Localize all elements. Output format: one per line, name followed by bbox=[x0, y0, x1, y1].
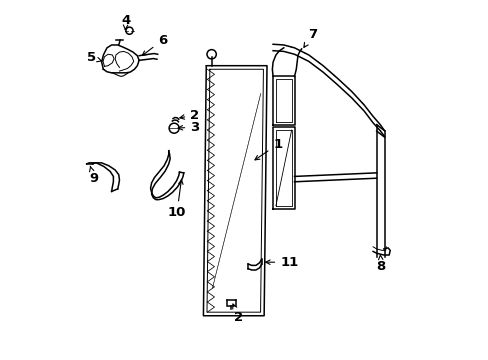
Text: 10: 10 bbox=[167, 180, 186, 220]
Text: 1: 1 bbox=[254, 138, 282, 160]
Text: 6: 6 bbox=[142, 33, 167, 55]
Text: 7: 7 bbox=[303, 28, 317, 48]
Text: 4: 4 bbox=[121, 14, 130, 30]
Text: 2: 2 bbox=[180, 109, 199, 122]
Text: 2: 2 bbox=[232, 304, 243, 324]
Text: 8: 8 bbox=[376, 255, 385, 273]
Text: 9: 9 bbox=[89, 166, 98, 185]
Text: 3: 3 bbox=[178, 121, 199, 134]
Text: 5: 5 bbox=[87, 51, 102, 64]
Text: 11: 11 bbox=[265, 256, 298, 269]
